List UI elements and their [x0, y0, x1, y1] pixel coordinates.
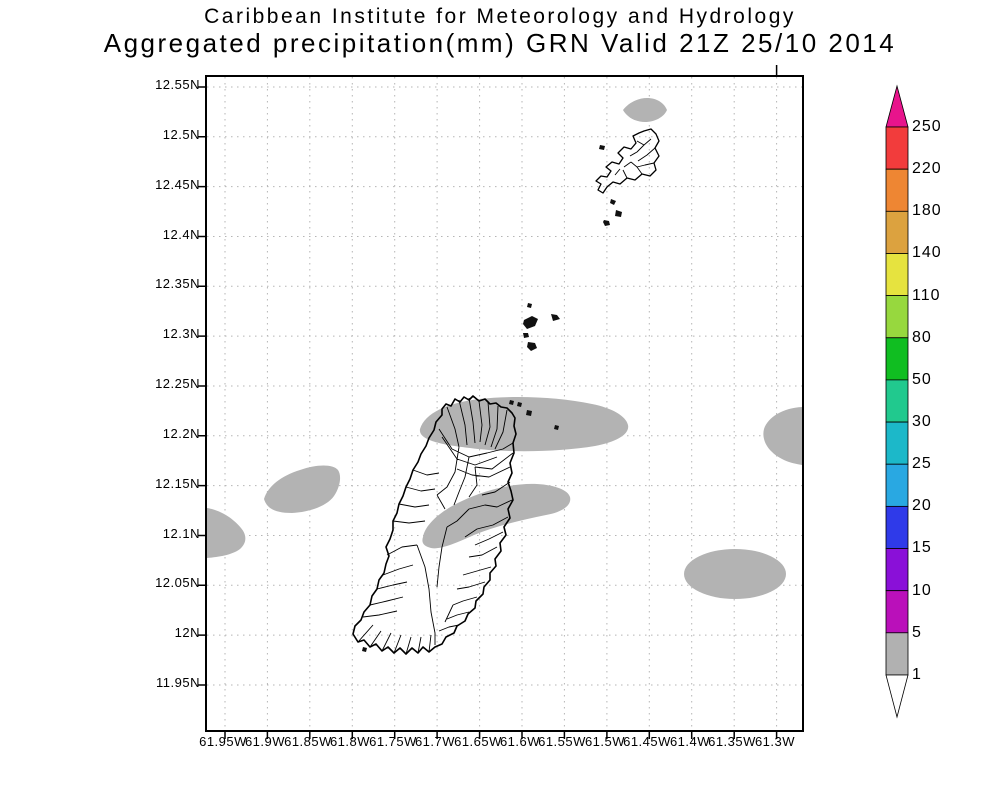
map-svg [198, 65, 802, 739]
colorbar-segment-110-140 [885, 253, 909, 297]
x-axis-label: 61.9W [244, 734, 286, 749]
colorbar-label: 15 [912, 539, 932, 556]
y-axis-label: 12N [174, 625, 200, 640]
colorbar-segment-30-50 [885, 379, 909, 423]
colorbar-label: 5 [912, 624, 922, 641]
colorbar-label: 30 [912, 413, 932, 430]
colorbar-label: 10 [912, 582, 932, 599]
colorbar-label: 250 [912, 118, 942, 135]
x-axis-label: 61.8W [329, 734, 371, 749]
carriacou-watershed-lines [614, 138, 656, 179]
y-axis-label: 12.1N [162, 526, 200, 541]
colorbar-label: 20 [912, 497, 932, 514]
colorbar-segment-20-25 [885, 463, 909, 507]
y-axis-label: 11.95N [156, 675, 200, 690]
colorbar-label: 140 [912, 244, 942, 261]
colorbar-label: 50 [912, 371, 932, 388]
colorbar-segment-180-220 [885, 168, 909, 212]
precip-shade-east-edge [763, 407, 802, 465]
colorbar-arrow-below-min [885, 674, 909, 719]
y-axis-label: 12.05N [155, 575, 200, 590]
colorbar-segment-5-10 [885, 590, 909, 634]
grenada-watershed-lines [357, 397, 514, 655]
colorbar-segment-1-5 [885, 632, 909, 676]
x-axis-label: 61.55W [538, 734, 586, 749]
colorbar-segment-80-110 [885, 295, 909, 339]
x-axis-label: 61.95W [199, 734, 247, 749]
colorbar-label: 110 [912, 287, 941, 304]
precip-shade-west-edge [207, 508, 246, 558]
colorbar [885, 84, 909, 719]
x-axis-label: 61.75W [369, 734, 417, 749]
y-axis-label: 12.2N [162, 426, 200, 441]
ronde-islets [523, 303, 560, 351]
y-axis-label: 12.4N [162, 227, 200, 242]
x-axis-label: 61.5W [584, 734, 626, 749]
y-axis-label: 12.25N [155, 376, 200, 391]
x-axis-label: 61.7W [414, 734, 456, 749]
colorbar-segment-220-250 [885, 126, 909, 170]
colorbar-segment-50-80 [885, 337, 909, 381]
precip-shade-central [422, 483, 571, 549]
x-axis-label: 61.35W [708, 734, 756, 749]
colorbar-label: 220 [912, 160, 942, 177]
colorbar-label: 25 [912, 455, 932, 472]
y-axis-label: 12.55N [155, 77, 200, 92]
y-axis-ticks [198, 86, 206, 686]
x-axis-label: 61.3W [754, 734, 796, 749]
petite-martinique-islets [599, 145, 622, 226]
x-axis-label: 61.4W [669, 734, 711, 749]
y-axis-label: 12.15N [155, 476, 200, 491]
precip-shade-north [419, 396, 629, 452]
x-axis-label: 61.6W [499, 734, 541, 749]
x-axis-label: 61.65W [454, 734, 502, 749]
y-axis-label: 12.35N [155, 276, 200, 291]
colorbar-label: 180 [912, 202, 942, 219]
colorbar-segment-10-15 [885, 548, 909, 592]
carriacou-coastline [595, 128, 660, 194]
y-axis-label: 12.3N [162, 326, 200, 341]
precip-shade-carriacou [623, 98, 667, 122]
institute-title: Caribbean Institute for Meteorology and … [204, 5, 796, 28]
plot-title: Aggregated precipitation(mm) GRN Valid 2… [103, 28, 897, 58]
colorbar-label: 1 [912, 666, 922, 683]
colorbar-segment-140-180 [885, 210, 909, 254]
colorbar-arrow-above-max [885, 84, 909, 128]
precip-shade-southeast [684, 549, 786, 599]
x-axis-label: 61.85W [284, 734, 332, 749]
y-axis-label: 12.45N [155, 177, 200, 192]
y-axis-label: 12.5N [162, 127, 200, 142]
precip-shade-west-teardrop [264, 465, 341, 513]
colorbar-segment-25-30 [885, 421, 909, 465]
map-plot-area [198, 65, 804, 739]
x-axis-label: 61.45W [623, 734, 671, 749]
colorbar-label: 80 [912, 329, 932, 346]
x-axis-ticks [224, 731, 778, 739]
grenada-coastline [352, 395, 517, 655]
colorbar-segment-15-20 [885, 505, 909, 549]
